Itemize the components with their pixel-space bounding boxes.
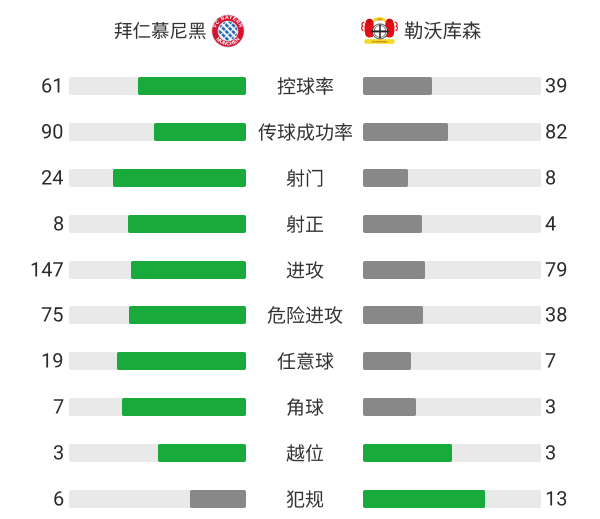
svg-text:Leverkusen: Leverkusen xyxy=(372,40,388,44)
svg-text:MÜNCHEN: MÜNCHEN xyxy=(215,36,242,47)
svg-text:1904: 1904 xyxy=(377,17,383,21)
